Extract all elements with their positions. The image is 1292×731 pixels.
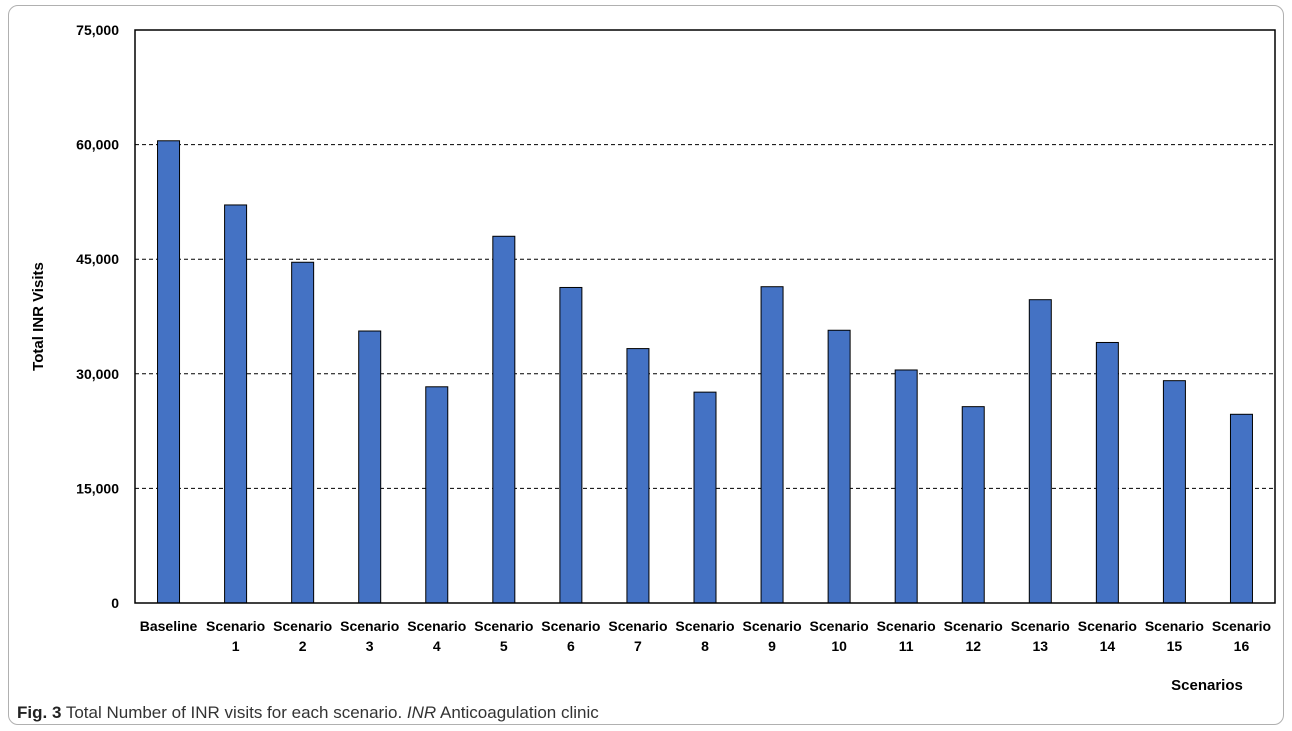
x-tick-label: Scenario 13 [1011, 618, 1070, 654]
x-tick-label: Scenario 7 [608, 618, 667, 654]
bar [157, 140, 181, 604]
x-tick-label: Scenario 15 [1145, 618, 1204, 654]
x-tick-label: Scenario 2 [273, 618, 332, 654]
caption-abbreviation: INR [406, 703, 437, 722]
x-tick-label: Scenario 5 [474, 618, 533, 654]
x-axis-label: Scenarios [1171, 677, 1243, 694]
x-tick-label: Scenario 8 [675, 618, 734, 654]
x-tick-label: Scenario 4 [407, 618, 466, 654]
x-tick-label: Scenario 16 [1212, 618, 1271, 654]
bar [961, 406, 985, 604]
bar [760, 286, 784, 604]
plot-area-border [134, 29, 1276, 604]
bar [425, 386, 449, 604]
x-tick-label: Scenario 14 [1078, 618, 1137, 654]
figure-caption: Fig. 3 Total Number of INR visits for ea… [17, 703, 599, 723]
bar [693, 391, 717, 604]
y-tick-label: 30,000 [76, 366, 119, 382]
bar [291, 261, 315, 604]
figure-frame [8, 5, 1284, 725]
x-tick-label: Scenario 11 [877, 618, 936, 654]
bar-chart: 0 15,000 30,000 45,000 60,000 75,000 Baseline… [30, 22, 1276, 694]
bar [224, 204, 248, 604]
y-tick-label: 15,000 [76, 480, 119, 496]
x-tick-label: Scenario 6 [541, 618, 600, 654]
y-tick-labels: 0 15,000 30,000 45,000 60,000 75,000 [76, 22, 119, 611]
y-axis-label: Total INR Visits [30, 262, 47, 371]
bar [492, 235, 516, 604]
x-tick-label: Scenario 9 [742, 618, 801, 654]
bar [559, 286, 583, 604]
x-tick-label: Scenario 12 [944, 618, 1003, 654]
bar [1162, 380, 1186, 604]
bar [358, 330, 382, 604]
figure-label: Fig. 3 [17, 703, 62, 722]
x-tick-label: Scenario 10 [810, 618, 869, 654]
y-tick-label: 45,000 [76, 251, 119, 267]
bar [894, 369, 918, 604]
bar [1095, 341, 1119, 604]
bar [1229, 413, 1253, 604]
x-tick-label: Baseline [140, 618, 198, 634]
bar [827, 329, 851, 604]
bar [1028, 299, 1052, 604]
y-tick-label: 75,000 [76, 22, 119, 38]
x-tick-label: Scenario 3 [340, 618, 399, 654]
bar [626, 348, 650, 604]
y-tick-label: 0 [111, 595, 119, 611]
caption-text: Total Number of INR visits for each scen… [65, 703, 403, 722]
y-tick-label: 60,000 [76, 137, 119, 153]
bars [157, 140, 1253, 604]
x-tick-label: Scenario 1 [206, 618, 265, 654]
caption-definition: Anticoagulation clinic [440, 703, 599, 722]
